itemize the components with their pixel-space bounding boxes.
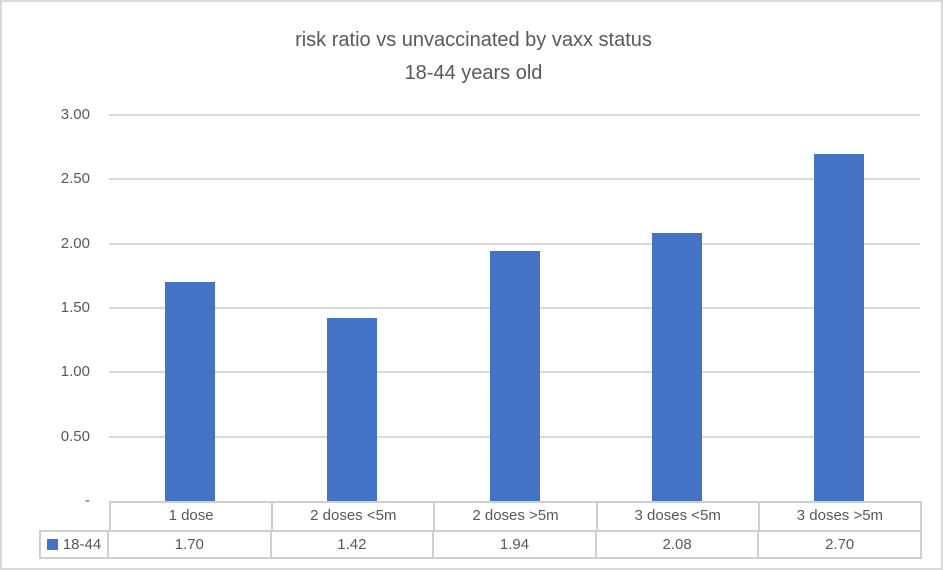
category-header-cell: 3 doses <5m (595, 503, 758, 530)
data-table-header-row: 1 dose 2 doses <5m 2 doses >5m 3 doses <5m 3… (109, 501, 922, 530)
value-cell: 2.08 (594, 532, 758, 557)
legend-cell: 18-44 (41, 532, 109, 557)
legend-swatch-icon (46, 539, 58, 550)
data-table-value-row: 18-44 1.70 1.42 1.94 2.08 2.70 (39, 530, 922, 559)
y-tick-label: 3.00 (60, 106, 90, 123)
chart-title-line1: risk ratio vs unvaccinated by vaxx statu… (295, 29, 652, 51)
y-tick-label: 1.50 (60, 299, 90, 316)
y-tick-label: 2.50 (60, 170, 90, 188)
value-cell: 1.94 (432, 532, 595, 557)
legend-series-label: 18-44 (62, 536, 102, 553)
value-cell: 1.42 (269, 532, 433, 557)
bar-2-doses-5m (327, 318, 377, 501)
chart-title: risk ratio vs unvaccinated by vaxx statu… (2, 24, 941, 90)
gridline-2.50 (109, 178, 920, 181)
category-header-cell: 3 doses >5m (757, 503, 920, 530)
bar-3-doses-5m (814, 154, 864, 501)
gridline-2.00 (109, 242, 920, 245)
category-header-cell: 2 doses >5m (433, 503, 595, 530)
category-header-cell: 1 dose (168, 507, 214, 524)
value-cell: 1.70 (174, 536, 204, 553)
bar-1-dose (165, 282, 215, 501)
y-tick-label: - (85, 492, 90, 509)
gridline-3.00 (109, 114, 920, 116)
y-tick-label: 1.00 (60, 363, 90, 381)
category-header-cell: 2 doses <5m (271, 503, 433, 530)
bar-2-doses-5m (490, 251, 540, 501)
value-cell: 2.70 (757, 532, 920, 557)
y-tick-label: 0.50 (60, 427, 90, 445)
bar-3-doses-5m (652, 233, 702, 501)
chart-title-line2: 18-44 years old (404, 62, 543, 84)
y-tick-label: 2.00 (60, 234, 90, 252)
